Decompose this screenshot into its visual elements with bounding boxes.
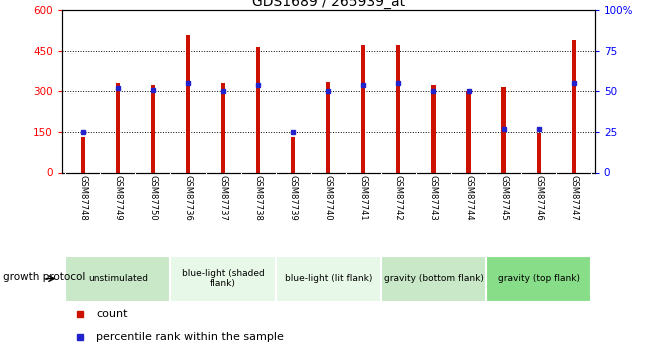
Bar [571, 40, 576, 172]
Text: GSM87738: GSM87738 [254, 175, 263, 221]
Text: GSM87742: GSM87742 [394, 175, 403, 220]
Text: GSM87748: GSM87748 [78, 175, 87, 221]
Text: GSM87741: GSM87741 [359, 175, 368, 220]
Text: percentile rank within the sample: percentile rank within the sample [96, 332, 284, 342]
Bar [536, 133, 541, 172]
Bar [381, 256, 486, 302]
Bar [170, 256, 276, 302]
Bar [151, 85, 155, 172]
Text: GSM87737: GSM87737 [218, 175, 227, 221]
Bar [502, 87, 506, 172]
Bar [65, 256, 170, 302]
Bar [291, 137, 295, 172]
Text: GSM87747: GSM87747 [569, 175, 578, 221]
Text: unstimulated: unstimulated [88, 274, 148, 283]
Bar [486, 256, 592, 302]
Text: growth protocol: growth protocol [3, 272, 86, 282]
Text: gravity (top flank): gravity (top flank) [498, 274, 580, 283]
Bar [276, 256, 381, 302]
Text: GSM87739: GSM87739 [289, 175, 298, 221]
Bar [221, 83, 225, 172]
Bar [256, 47, 260, 172]
Bar [467, 91, 471, 172]
Text: GSM87746: GSM87746 [534, 175, 543, 221]
Text: blue-light (shaded
flank): blue-light (shaded flank) [182, 269, 265, 288]
Text: GSM87736: GSM87736 [183, 175, 192, 221]
Text: GSM87750: GSM87750 [148, 175, 157, 220]
Bar [396, 46, 400, 172]
Bar [116, 83, 120, 172]
Text: blue-light (lit flank): blue-light (lit flank) [285, 274, 372, 283]
Text: GSM87749: GSM87749 [113, 175, 122, 220]
Bar [81, 137, 85, 172]
Title: GDS1689 / 265939_at: GDS1689 / 265939_at [252, 0, 405, 9]
Text: GSM87744: GSM87744 [464, 175, 473, 220]
Text: count: count [96, 309, 127, 319]
Bar [432, 85, 436, 172]
Bar [326, 82, 330, 172]
Bar [186, 35, 190, 172]
Text: GSM87743: GSM87743 [429, 175, 438, 221]
Bar [361, 46, 365, 172]
Text: GSM87745: GSM87745 [499, 175, 508, 220]
Text: GSM87740: GSM87740 [324, 175, 333, 220]
Text: gravity (bottom flank): gravity (bottom flank) [384, 274, 484, 283]
